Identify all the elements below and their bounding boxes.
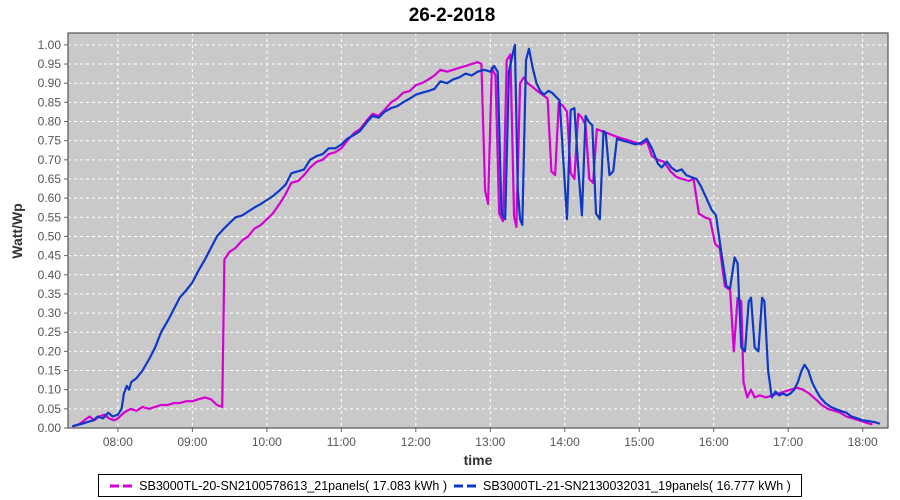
legend-label-inverter-21: SB3000TL-21-SN2130032031_19panels( 16.77… <box>483 478 791 493</box>
plot-area: 0.00 0.05 0.10 0.15 0.20 0.25 0.30 0.35 0.40 0.45… <box>38 32 889 449</box>
x-tick-label: 15:00 <box>624 435 654 449</box>
x-tick-label: 13:00 <box>475 435 505 449</box>
y-tick-label: 0.75 <box>38 134 62 148</box>
chart-title: 26-2-2018 <box>409 5 496 26</box>
y-tick-label: 0.05 <box>38 402 62 416</box>
y-tick-label: 0.15 <box>38 364 62 378</box>
y-tick-label: 0.20 <box>38 344 62 358</box>
y-axis-title: Watt/Wp <box>9 203 25 258</box>
plot-background <box>68 33 888 428</box>
y-tick-label: 0.95 <box>38 57 62 71</box>
y-tick-label: 0.70 <box>38 153 62 167</box>
legend-item-inverter-20: SB3000TL-20-SN2100578613_21panels( 17.08… <box>109 479 447 493</box>
x-tick-label: 17:00 <box>773 435 803 449</box>
series-magenta-line-icon <box>110 484 135 487</box>
chart-canvas: 26-2-2018 0.000.050.100.150.200.250.300.… <box>9 5 889 468</box>
y-tick-label: 0.30 <box>38 306 62 320</box>
x-tick-label: 09:00 <box>177 435 207 449</box>
series-blue-line-icon <box>454 484 478 487</box>
series-line-1 <box>72 43 881 428</box>
x-tick-label: 18:00 <box>848 435 878 449</box>
y-tick-label: 0.45 <box>38 249 62 263</box>
y-tick-label: 0.55 <box>38 210 62 224</box>
x-tick-label: 11:00 <box>327 435 356 449</box>
y-tick-label: 0.90 <box>38 76 62 90</box>
legend-label-inverter-20: SB3000TL-20-SN2100578613_21panels( 17.08… <box>139 478 447 493</box>
x-axis-title: time <box>464 452 493 468</box>
x-tick-label: 16:00 <box>699 435 729 449</box>
y-tick-label: 0.25 <box>38 325 62 339</box>
y-tick-label: 0.60 <box>38 191 62 205</box>
legend-item-inverter-21: SB3000TL-21-SN2130032031_19panels( 16.77… <box>453 479 791 493</box>
plot-border <box>67 32 889 429</box>
y-tick-label: 0.35 <box>38 287 62 301</box>
y-tick-label: 1.00 <box>38 38 62 52</box>
y-tick-label: 0.10 <box>38 383 62 397</box>
y-tick-label: 0.80 <box>38 115 62 129</box>
y-tick-label: 0.00 <box>38 421 62 435</box>
chart-legend: SB3000TL-20-SN2100578613_21panels( 17.08… <box>0 474 900 497</box>
series-line-0 <box>72 53 873 428</box>
x-tick-label: 08:00 <box>103 435 133 449</box>
y-tick-label: 0.50 <box>38 229 62 243</box>
y-tick-label: 0.85 <box>38 95 62 109</box>
legend-box: SB3000TL-20-SN2100578613_21panels( 17.08… <box>98 474 802 497</box>
x-tick-label: 12:00 <box>401 435 431 449</box>
x-tick-label: 14:00 <box>550 435 580 449</box>
y-tick-label: 0.40 <box>38 268 62 282</box>
x-tick-label: 10:00 <box>252 435 282 449</box>
y-tick-label: 0.65 <box>38 172 62 186</box>
